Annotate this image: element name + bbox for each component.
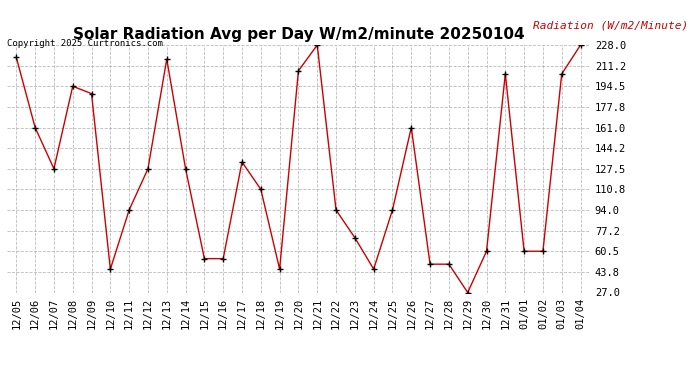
- Title: Solar Radiation Avg per Day W/m2/minute 20250104: Solar Radiation Avg per Day W/m2/minute …: [72, 27, 524, 42]
- Text: Copyright 2025 Curtronics.com: Copyright 2025 Curtronics.com: [7, 39, 163, 48]
- Text: Radiation (W/m2/Minute): Radiation (W/m2/Minute): [533, 20, 689, 30]
